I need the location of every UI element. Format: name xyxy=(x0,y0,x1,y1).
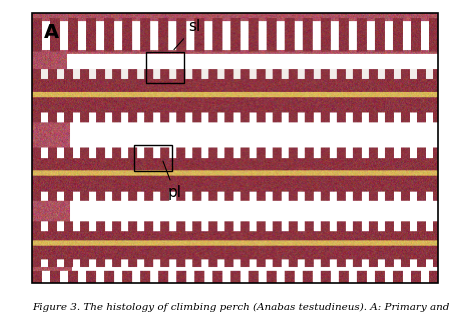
Bar xyxy=(134,145,172,171)
Text: sl: sl xyxy=(174,19,201,50)
Bar xyxy=(146,52,184,83)
Text: Figure 3. The histology of climbing perch (Anabas testudineus). A: Primary and: Figure 3. The histology of climbing perc… xyxy=(32,303,450,312)
Text: A: A xyxy=(45,23,60,42)
Text: pl: pl xyxy=(163,161,182,200)
